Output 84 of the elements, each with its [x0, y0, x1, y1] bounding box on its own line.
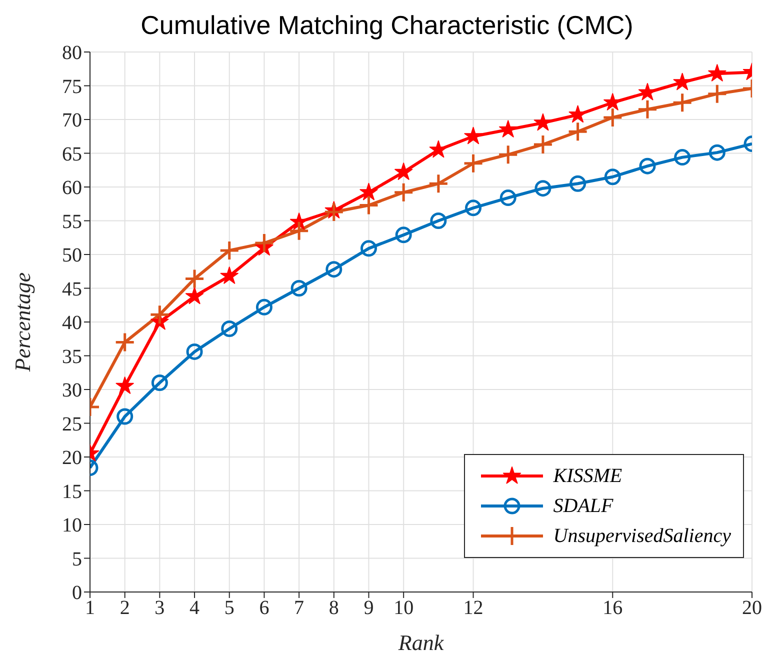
y-tick-label: 35 [62, 346, 82, 368]
point [185, 286, 204, 304]
y-tick-label: 50 [62, 244, 82, 267]
point [288, 220, 310, 242]
point [221, 320, 238, 337]
x-tick-label: 10 [394, 597, 414, 620]
x-tick-label: 1 [85, 597, 95, 620]
point [639, 158, 656, 174]
y-tick-label: 70 [62, 110, 82, 132]
y-tick-label: 80 [62, 42, 82, 64]
legend-label: KISSME [553, 464, 622, 488]
point [428, 173, 449, 194]
x-tick-label: 16 [602, 597, 623, 620]
point [637, 99, 658, 120]
x-tick-label: 3 [154, 597, 165, 620]
point [706, 84, 728, 104]
x-tick-label: 7 [294, 597, 304, 620]
point [151, 374, 168, 391]
legend-label: SDALF [553, 494, 614, 518]
x-tick-label: 20 [742, 597, 762, 620]
point [498, 144, 518, 165]
point [568, 121, 588, 142]
point [602, 107, 623, 128]
y-tick-label: 20 [62, 447, 82, 470]
point [568, 105, 587, 123]
y-tick-label: 30 [62, 380, 82, 402]
point [465, 200, 482, 216]
point [500, 190, 516, 206]
point [532, 134, 554, 155]
chart-title: Cumulative Matching Characteristic (CMC) [140, 9, 634, 42]
point [360, 240, 377, 257]
point [464, 126, 482, 144]
x-tick-label: 12 [463, 597, 484, 620]
y-tick-label: 10 [62, 514, 82, 537]
point [394, 162, 413, 180]
point [290, 280, 308, 296]
point [184, 268, 205, 290]
y-tick-label: 55 [62, 210, 82, 233]
point [116, 408, 134, 425]
point [360, 182, 378, 200]
point [429, 140, 448, 158]
x-tick-label: 4 [190, 597, 200, 620]
point [534, 113, 552, 131]
point [570, 175, 586, 192]
point [219, 240, 240, 261]
y-tick-label: 5 [72, 548, 82, 570]
point [114, 332, 136, 352]
x-tick-label: 5 [224, 597, 234, 620]
point [393, 182, 414, 203]
point [534, 180, 552, 197]
y-tick-label: 25 [62, 413, 82, 436]
point [326, 261, 342, 278]
y-tick-label: 75 [62, 76, 82, 98]
point [673, 72, 692, 90]
point [604, 168, 621, 186]
x-tick-label: 6 [259, 597, 270, 620]
x-axis-title: Rank [397, 630, 445, 655]
y-tick-label: 60 [62, 177, 82, 200]
point [254, 232, 274, 254]
point [324, 202, 344, 222]
point [358, 194, 379, 216]
point [499, 120, 518, 138]
y-tick-label: 65 [62, 143, 82, 166]
point [672, 92, 693, 113]
point [256, 298, 272, 316]
x-tick-label: 9 [364, 597, 374, 620]
point [708, 144, 726, 161]
x-tick-label: 2 [120, 597, 130, 620]
y-tick-label: 40 [62, 312, 82, 334]
y-tick-label: 45 [62, 278, 82, 300]
point [116, 376, 134, 394]
point [186, 343, 203, 360]
x-tick-label: 8 [328, 597, 339, 620]
point [395, 226, 412, 244]
point [708, 64, 726, 82]
point [430, 212, 447, 229]
y-axis-title: Percentage [10, 272, 35, 373]
point [220, 266, 238, 284]
y-tick-label: 0 [72, 582, 82, 604]
point [149, 304, 170, 325]
y-tick-label: 15 [62, 480, 82, 503]
point [674, 149, 691, 166]
point [463, 153, 484, 174]
legend-label: UnsupervisedSaliency [553, 524, 731, 548]
